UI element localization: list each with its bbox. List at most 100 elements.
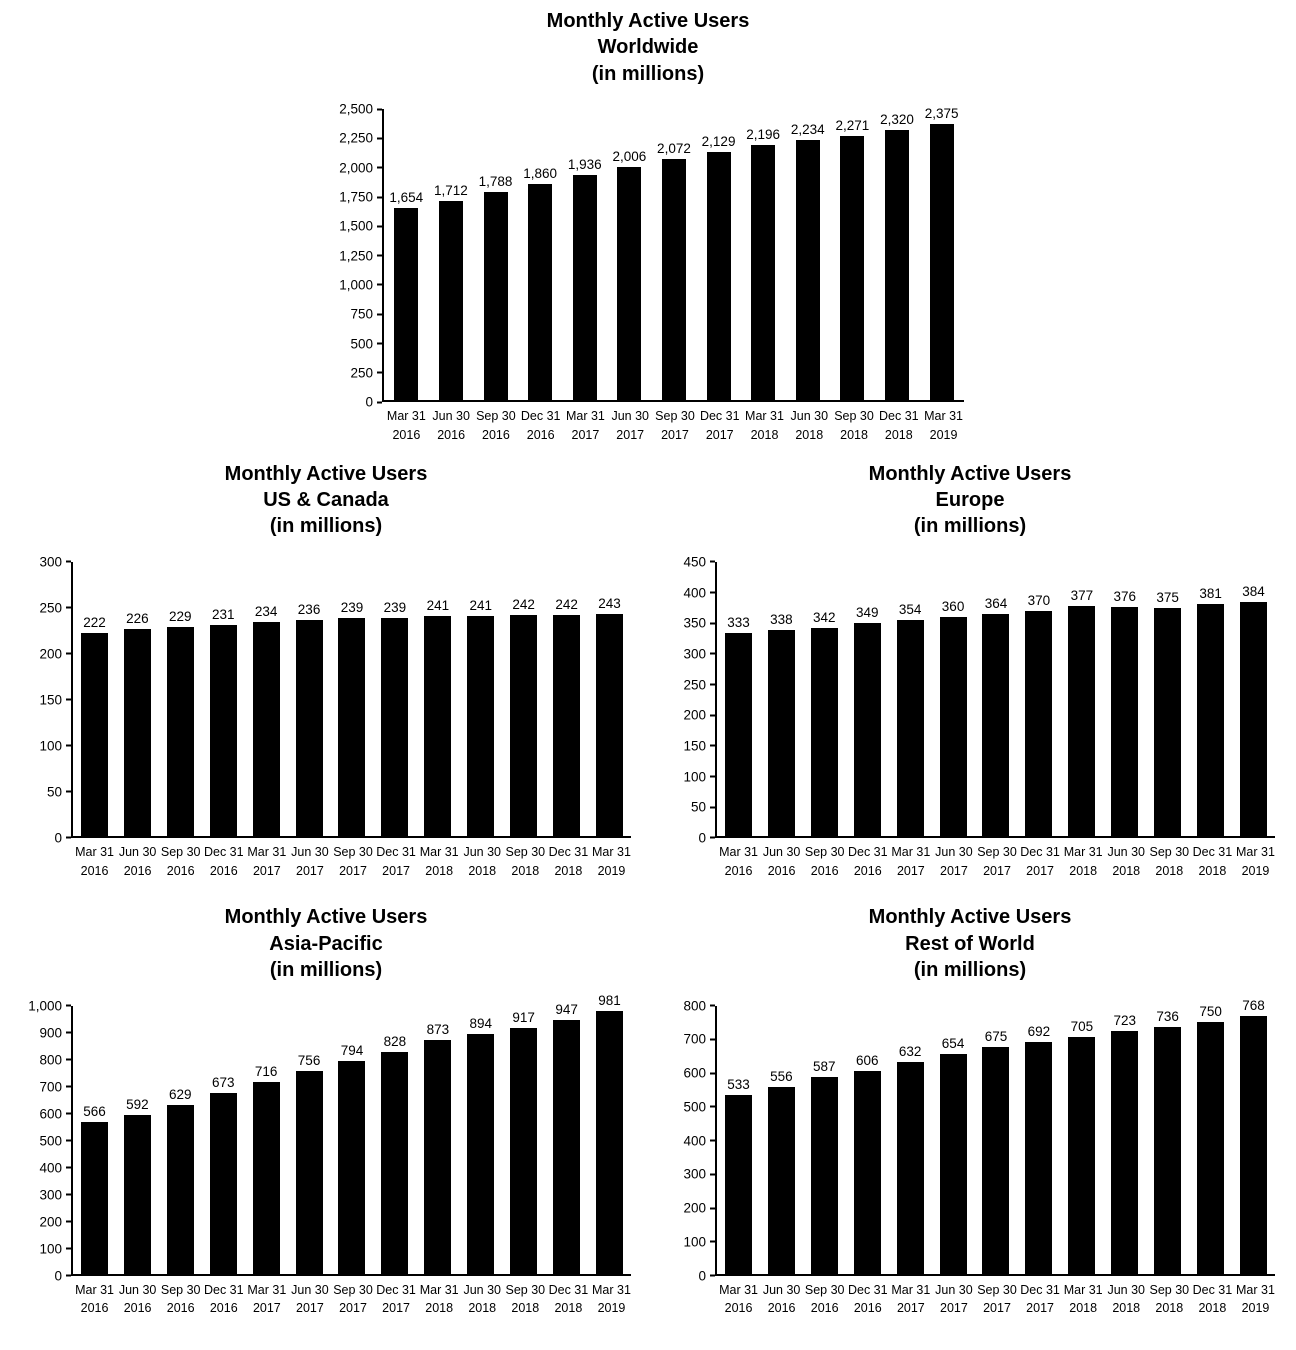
y-axis-tick-label: 500 — [350, 336, 373, 352]
bar-value-label: 239 — [383, 599, 407, 615]
x-axis-category-label: Jun 30 2018 — [463, 844, 501, 878]
chart-title-line: US & Canada — [263, 489, 389, 512]
bar: 1,712 — [434, 183, 468, 401]
y-axis-tick-label: 700 — [39, 1079, 62, 1095]
bar-slot: 794 — [331, 1006, 374, 1274]
x-axis-category-label: Mar 31 2017 — [891, 1282, 931, 1316]
bar-slot: 947 — [545, 1002, 588, 1274]
y-axis-tick-label: 2,250 — [339, 130, 373, 146]
chart-title: Monthly Active Users US & Canada (in milli… — [225, 461, 428, 540]
y-axis-tick-label: 900 — [39, 1025, 62, 1041]
chart-title-line: (in millions) — [913, 515, 1027, 538]
bar: 794 — [338, 1043, 366, 1274]
y-axis-tick-label: 1,000 — [339, 277, 373, 293]
y-axis-tick-label: 350 — [683, 615, 706, 631]
bar-value-label: 239 — [340, 599, 364, 615]
bar-slot: 338 — [760, 562, 803, 836]
bar: 673 — [209, 1075, 237, 1274]
bar-value-label: 675 — [984, 1029, 1008, 1045]
y-axis-tick-label: 400 — [39, 1160, 62, 1176]
bar: 566 — [80, 1104, 108, 1274]
x-axis-labels: Mar 31 2016 Jun 30 2016 Sep 30 2016 Dec 31 2016… — [717, 843, 1277, 881]
plot-column: 333 338 342 349 354 360 364 370 377 376 375 381 384 M… — [715, 561, 1277, 881]
bar: 917 — [510, 1010, 538, 1274]
bar-slot: 234 — [245, 562, 288, 836]
bar-slot: 2,196 — [741, 109, 786, 401]
chart-title-line: (in millions) — [269, 515, 383, 538]
bar-value-label: 606 — [855, 1052, 879, 1068]
bar-value-label: 2,234 — [790, 122, 825, 138]
bar-value-label: 2,375 — [924, 105, 959, 121]
x-axis-category-label: Sep 30 2016 — [160, 1282, 201, 1316]
bar-value-label: 894 — [469, 1015, 493, 1031]
x-axis-labels: Mar 31 2016 Jun 30 2016 Sep 30 2016 Dec 31 2016… — [384, 407, 966, 445]
bar-slot: 2,234 — [785, 109, 830, 401]
y-axis-tick-label: 700 — [683, 1031, 706, 1047]
bar: 2,320 — [880, 112, 914, 401]
bar: 375 — [1154, 590, 1182, 836]
x-axis-category-label: Mar 31 2018 — [1063, 1282, 1103, 1316]
bar-slot: 873 — [416, 1006, 459, 1274]
x-axis-category-label: Mar 31 2018 — [419, 1282, 459, 1316]
bar: 338 — [767, 612, 795, 836]
x-axis-category-label: Dec 31 2017 — [1020, 844, 1060, 878]
bar: 828 — [381, 1034, 409, 1274]
x-axis-category-label: Sep 30 2017 — [977, 1282, 1017, 1316]
bar-slot: 342 — [803, 562, 846, 836]
bar: 873 — [424, 1022, 452, 1274]
bar: 768 — [1240, 998, 1268, 1274]
chart-title: Monthly Active Users Worldwide (in million… — [547, 8, 750, 87]
bar: 381 — [1197, 586, 1225, 836]
bar-slot: 736 — [1146, 1006, 1189, 1274]
x-axis-category-label: Dec 31 2016 — [203, 844, 244, 878]
x-axis-category-label: Jun 30 2017 — [611, 409, 649, 442]
x-axis-category-label: Dec 31 2016 — [520, 409, 561, 442]
bar-value-label: 723 — [1113, 1013, 1137, 1029]
bar-slot: 592 — [116, 1006, 159, 1274]
bar-value-label: 1,712 — [434, 182, 468, 198]
y-axis-tick-label: 50 — [46, 784, 62, 800]
chart-title-line: Rest of World — [905, 932, 1035, 955]
x-axis-category-label: Jun 30 2016 — [118, 844, 157, 878]
x-axis-category-label: Mar 31 2016 — [719, 844, 758, 878]
y-axis-tick-label: 250 — [683, 677, 706, 693]
bar: 947 — [553, 1002, 581, 1274]
x-axis-category-label: Jun 30 2017 — [935, 844, 973, 878]
bar-slot: 556 — [760, 1006, 803, 1274]
plot-area: 566 592 629 673 716 756 794 828 873 894 917 947 981 — [71, 993, 631, 1276]
y-axis-tick-label: 500 — [683, 1099, 706, 1115]
x-axis-category-label: Sep 30 2017 — [977, 844, 1017, 878]
bar-slot: 1,654 — [384, 109, 429, 401]
bar-value-label: 349 — [855, 605, 879, 621]
bar-value-label: 384 — [1242, 584, 1265, 600]
x-axis-category-label: Sep 30 2018 — [1149, 1282, 1190, 1316]
x-axis-category-label: Mar 31 2018 — [419, 844, 459, 878]
bar-slot: 384 — [1232, 562, 1275, 836]
y-axis-tick-label: 0 — [698, 830, 706, 846]
bar-slot: 354 — [889, 562, 932, 836]
chart-title-line: Monthly Active Users — [868, 906, 1072, 929]
bar-slot: 894 — [459, 1006, 502, 1274]
x-axis-category-label: Sep 30 2016 — [804, 1282, 845, 1316]
bar: 654 — [939, 1036, 967, 1274]
bar-slot: 241 — [459, 562, 502, 836]
bar-value-label: 229 — [169, 608, 192, 624]
bar: 354 — [896, 602, 924, 836]
chart-title-line: Europe — [935, 489, 1005, 512]
bar-slot: 566 — [73, 1006, 116, 1274]
bar-value-label: 736 — [1156, 1008, 1179, 1024]
bar-value-label: 673 — [211, 1075, 235, 1091]
bar-value-label: 241 — [469, 597, 493, 613]
bar-slot: 632 — [889, 1006, 932, 1274]
bar-value-label: 242 — [555, 596, 578, 612]
bar: 632 — [896, 1044, 924, 1274]
bar-slot: 723 — [1103, 1006, 1146, 1274]
chart-rest-of-world: Monthly Active Users Rest of World (in mil… — [650, 904, 1290, 1318]
chart-title-line: (in millions) — [913, 959, 1027, 982]
bar-slot: 629 — [159, 1006, 202, 1274]
bar: 376 — [1111, 589, 1139, 836]
x-axis-category-label: Mar 31 2019 — [1236, 1282, 1275, 1316]
chart-body: 0 250 500 750 1,000 1,250 1,500 1,750 2,000 2,250… — [330, 102, 966, 445]
bar: 243 — [596, 596, 624, 836]
bar-value-label: 587 — [813, 1058, 836, 1074]
